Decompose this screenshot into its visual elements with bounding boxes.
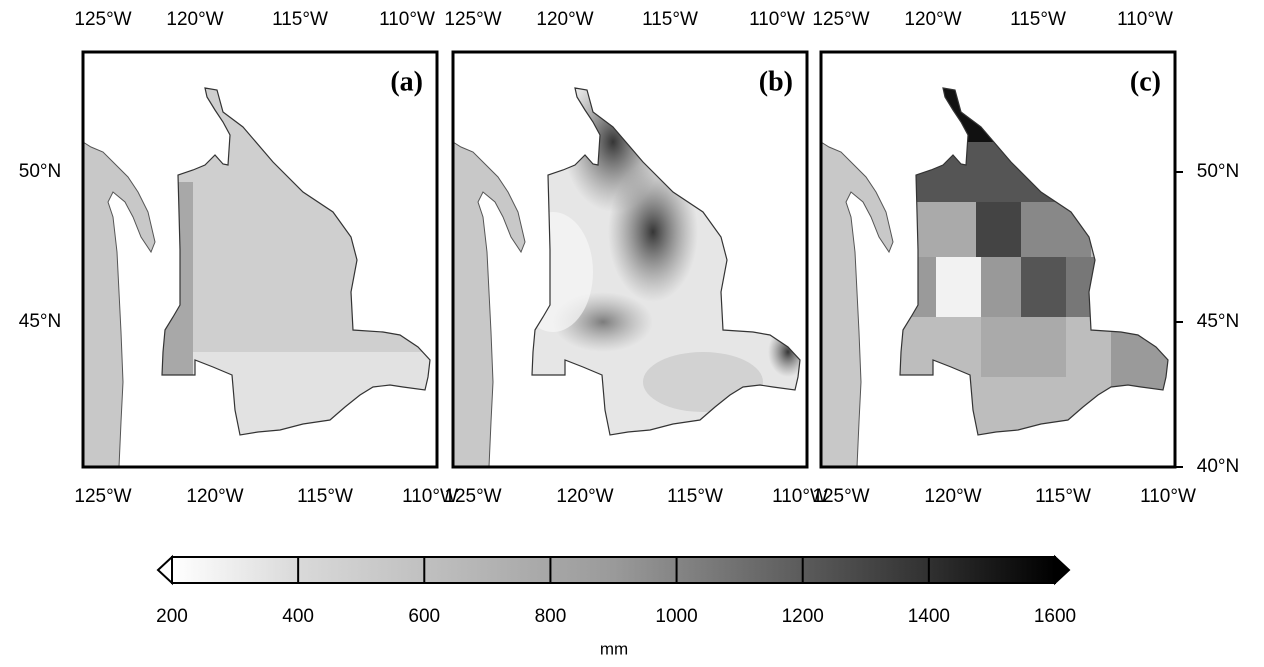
latitude-label: 45°N [19,311,61,332]
figure: mm 200 400 600 800 1000 1200 1400 1600 (a) 125°W… [0,0,1264,662]
panel-label: (b) [759,66,793,97]
colorbar-bar [172,557,1055,583]
latitude-label: 50°N [1197,161,1239,182]
longitude-label: 115°W [297,486,353,507]
longitude-label: 125°W [812,9,869,30]
longitude-label: 120°W [924,486,981,507]
longitude-label: 125°W [444,9,501,30]
longitude-label: 115°W [272,9,328,30]
colorbar-high-arrow [1055,557,1069,583]
colorbar-tick-label: 400 [282,606,314,627]
colorbar-tick-label: 1200 [782,606,824,627]
longitude-label: 110°W [749,9,805,30]
latitude-label: 45°N [1197,311,1239,332]
panel-a [83,52,443,467]
colorbar-tick-label: 1600 [1034,606,1076,627]
colorbar-tick-label: 800 [535,606,567,627]
longitude-label: 115°W [642,9,698,30]
longitude-label: 120°W [536,9,593,30]
longitude-label: 120°W [186,486,243,507]
latitude-label: 40°N [1197,456,1239,477]
longitude-label: 115°W [1010,9,1066,30]
panel-label: (a) [390,66,423,97]
longitude-label: 115°W [667,486,723,507]
longitude-label: 120°W [904,9,961,30]
longitude-label: 120°W [166,9,223,30]
colorbar-low-arrow [158,557,172,583]
longitude-label: 110°W [1140,486,1196,507]
latitude-label: 50°N [19,161,61,182]
colorbar-tick-label: 600 [408,606,440,627]
panel-c [821,52,1181,467]
panel-b [453,52,808,467]
colorbar-unit: mm [600,639,628,658]
longitude-label: 110°W [1117,9,1173,30]
colorbar: mm 200 400 600 800 1000 1200 1400 1600 [156,557,1076,658]
longitude-label: 125°W [74,9,131,30]
longitude-label: 120°W [556,486,613,507]
longitude-label: 125°W [74,486,131,507]
colorbar-tick-label: 1400 [908,606,950,627]
longitude-label: 125°W [444,486,501,507]
panel-label: (c) [1130,66,1161,97]
colorbar-tick-label: 200 [156,606,188,627]
colorbar-tick-label: 1000 [655,606,697,627]
longitude-label: 125°W [812,486,869,507]
longitude-label: 110°W [379,9,435,30]
longitude-label: 115°W [1035,486,1091,507]
